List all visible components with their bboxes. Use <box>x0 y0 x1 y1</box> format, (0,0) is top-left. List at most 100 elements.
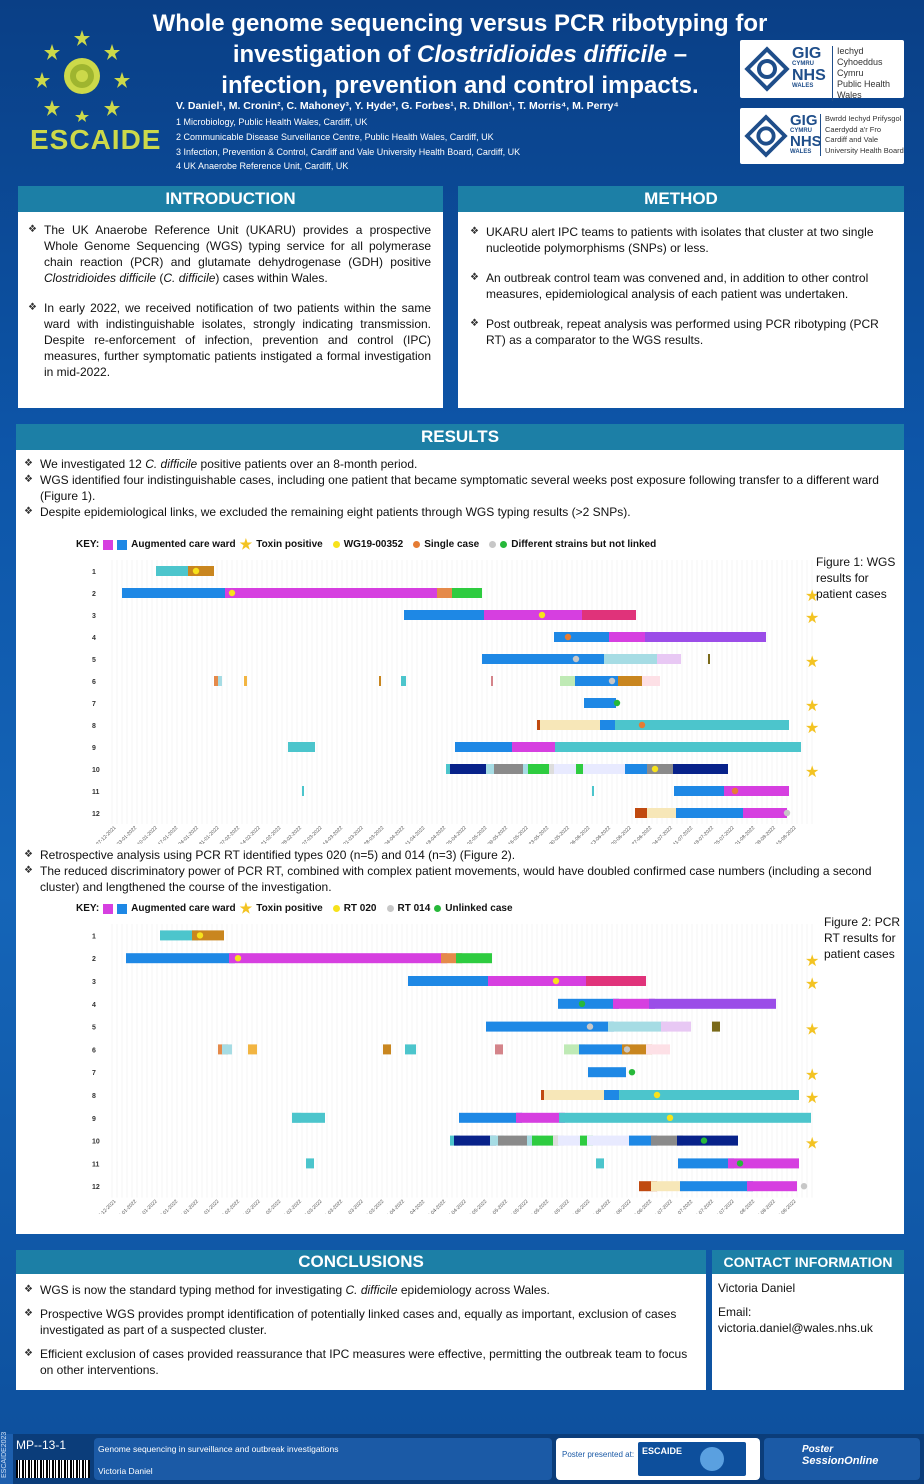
x-tick-label: 25-07-2022 <box>713 1199 735 1214</box>
method-heading: METHOD <box>458 186 904 212</box>
ward-bar <box>639 1181 657 1192</box>
ward-bar <box>596 1158 604 1169</box>
x-tick-label: 28-02-2022 <box>281 1199 303 1214</box>
result-dot <box>653 1091 661 1099</box>
introduction-panel: INTRODUCTION The UK Anaerobe Reference U… <box>18 186 443 408</box>
ward-bar <box>583 764 625 774</box>
toxin-star-icon: ★ <box>805 698 819 715</box>
side-tag: ESCAIDE2023 <box>1 1431 8 1478</box>
x-tick-label: 04-04-2022 <box>384 1199 406 1214</box>
ward-bar <box>604 1090 625 1100</box>
row-label: 7 <box>92 701 96 708</box>
ward-bar <box>588 1067 626 1078</box>
contact-panel: CONTACT INFORMATION Victoria Daniel Emai… <box>712 1250 904 1390</box>
x-tick-label: 27-06-2022 <box>631 1199 653 1214</box>
x-tick-label: 17-01-2022 <box>157 825 179 844</box>
ward-bar <box>441 953 462 964</box>
ward-bar <box>677 1135 738 1146</box>
introduction-heading: INTRODUCTION <box>18 186 443 212</box>
ward-bar <box>528 764 549 774</box>
ward-bar <box>537 720 540 730</box>
welsh-knot-icon <box>744 46 790 92</box>
x-tick-label: 03-01-2022 <box>116 825 138 844</box>
ward-bar <box>456 953 492 964</box>
x-tick-label: 21-03-2022 <box>342 1199 364 1214</box>
x-tick-label: 28-02-2022 <box>281 825 303 844</box>
intro-bullet-2: In early 2022, we received notification … <box>28 300 431 380</box>
figure2-key: KEY: Augmented care ward ★ Toxin positiv… <box>76 900 513 916</box>
x-tick-label: 03-01-2022 <box>116 1199 138 1214</box>
poster-title: Whole genome sequencing versus PCR ribot… <box>152 10 768 99</box>
row-label: 8 <box>92 1093 96 1100</box>
intro-bullet-1: The UK Anaerobe Reference Unit (UKARU) p… <box>28 222 431 286</box>
ward-bar <box>642 676 660 686</box>
conclusions-bullet-3: Efficient exclusion of cases provided re… <box>24 1346 692 1378</box>
ward-bar <box>558 998 619 1009</box>
result-dot <box>783 809 791 817</box>
ward-bar <box>218 676 222 686</box>
x-tick-label: 08-08-2022 <box>755 1199 777 1214</box>
x-tick-label: 18-07-2022 <box>693 825 715 844</box>
x-tick-label: 13-06-2022 <box>590 1199 612 1214</box>
ward-bar <box>495 1044 503 1055</box>
result-dot <box>586 1023 594 1030</box>
result-dot <box>196 932 204 939</box>
row-label: 12 <box>92 1184 100 1191</box>
ward-bar <box>544 1090 610 1100</box>
x-tick-label: 15-08-2022 <box>775 825 797 844</box>
globe-icon <box>700 1447 724 1471</box>
row-label: 3 <box>92 613 96 620</box>
row-label: 9 <box>92 1116 96 1123</box>
result-dot <box>700 1137 708 1144</box>
x-tick-label: 07-02-2022 <box>219 1199 241 1214</box>
x-tick-label: 02-05-2022 <box>466 825 488 844</box>
result-dot <box>628 1069 636 1076</box>
x-tick-label: 01-08-2022 <box>734 1199 756 1214</box>
result-dot <box>228 589 236 597</box>
ward-bar <box>661 1021 691 1032</box>
contact-email-link[interactable]: victoria.daniel@wales.nhs.uk <box>718 1321 873 1335</box>
result-dot <box>552 977 560 985</box>
escaide-logo-text: ESCAIDE <box>30 124 162 155</box>
ward-bar <box>618 676 642 686</box>
x-tick-label: 21-02-2022 <box>260 1199 282 1214</box>
ward-bar <box>302 786 304 796</box>
ward-bar <box>559 1112 811 1123</box>
figure1-caption: Figure 1: WGS results for patient cases <box>816 555 896 601</box>
result-dot <box>736 1160 744 1167</box>
ward-bar <box>608 1021 667 1032</box>
ward-bar <box>288 742 315 752</box>
ward-bar <box>674 786 724 796</box>
ward-bar <box>160 930 198 941</box>
x-tick-label: 14-02-2022 <box>239 1199 261 1214</box>
presenter-name: Victoria Daniel <box>98 1466 153 1476</box>
ward-bar <box>554 764 576 774</box>
x-tick-label: 16-05-2022 <box>507 1199 529 1214</box>
ward-bar <box>192 930 224 941</box>
ward-bar <box>676 808 743 818</box>
affiliation-2: 2 Communicable Disease Surveillance Cent… <box>176 132 494 142</box>
welsh-knot-icon <box>744 114 788 158</box>
toxin-star-icon: ★ <box>805 588 819 605</box>
x-tick-label: 06-06-2022 <box>569 1199 591 1214</box>
ward-bar <box>564 1044 585 1055</box>
ward-bar <box>244 676 247 686</box>
ward-bar <box>613 998 655 1009</box>
x-tick-label: 17-01-2022 <box>157 1199 179 1214</box>
row-label: 6 <box>92 1047 96 1054</box>
ward-bar <box>651 1181 686 1192</box>
affiliation-4: 4 UK Anaerobe Reference Unit, Cardiff, U… <box>176 161 349 171</box>
toxin-star-icon: ★ <box>805 953 819 970</box>
x-tick-label: 27-06-2022 <box>631 825 653 844</box>
ward-bar <box>576 764 583 774</box>
ward-bar <box>126 953 235 964</box>
x-tick-label: 30-05-2022 <box>549 825 571 844</box>
x-tick-label: 09-05-2022 <box>487 1199 509 1214</box>
x-tick-label: 27-12-2021 <box>95 1199 117 1214</box>
toxin-star-icon: ★ <box>805 654 819 671</box>
x-tick-label: 11-07-2022 <box>672 825 694 844</box>
row-label: 11 <box>92 1161 100 1168</box>
ward-bar <box>647 764 673 774</box>
ward-bar <box>615 720 650 730</box>
toxin-star-icon: ★ <box>805 1090 819 1107</box>
